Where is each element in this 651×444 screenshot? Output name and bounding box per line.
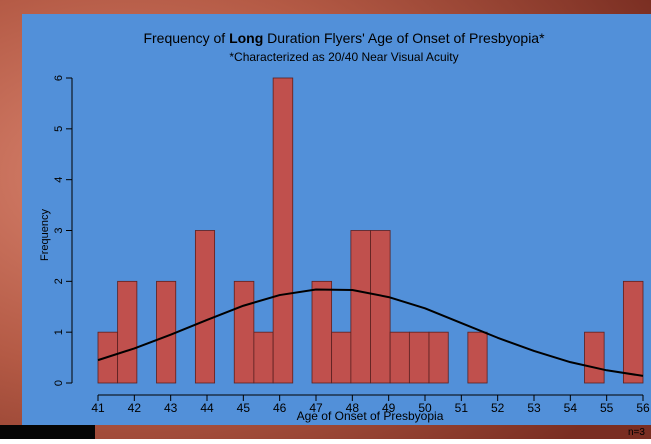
y-tick-label: 2 [53, 278, 65, 284]
bar [194, 230, 216, 384]
x-tick-label: 43 [164, 401, 178, 415]
bar [311, 280, 333, 384]
x-tick-label: 42 [128, 401, 142, 415]
bar [408, 331, 430, 384]
title-part: Duration Flyers' Age of Onset of Presbyo… [263, 30, 545, 46]
bar [233, 280, 255, 384]
x-tick-label: 49 [382, 401, 396, 415]
y-tick-label: 6 [53, 75, 65, 81]
bar [467, 331, 488, 384]
y-tick-label: 1 [53, 329, 65, 335]
y-tick-label: 0 [53, 380, 65, 386]
bar [117, 280, 138, 384]
x-tick-label: 45 [237, 401, 251, 415]
bar [272, 77, 294, 384]
title-part: Frequency of [143, 30, 229, 46]
x-tick-label: 41 [91, 401, 105, 415]
bar [389, 331, 410, 384]
y-tick-label: 3 [53, 227, 65, 233]
annotation: n=3 [628, 427, 645, 438]
y-tick-label: 5 [53, 126, 65, 132]
x-tick-label: 47 [309, 401, 323, 415]
black-strip [0, 425, 95, 439]
title-bold: Long [229, 30, 263, 46]
x-tick-label: 55 [600, 401, 614, 415]
bar [622, 280, 644, 384]
bar [331, 331, 352, 384]
x-tick-label: 44 [200, 401, 214, 415]
x-tick-label: 56 [636, 401, 650, 415]
x-tick-label: 46 [273, 401, 287, 415]
bar [370, 230, 391, 384]
fit-curve [97, 288, 644, 377]
y-tick-label: 4 [53, 177, 65, 183]
x-tick-label: 48 [346, 401, 360, 415]
bar [156, 280, 177, 384]
x-axis-label: Age of Onset of Presbyopia [297, 409, 444, 423]
x-tick-label: 51 [455, 401, 469, 415]
x-tick-label: 50 [418, 401, 432, 415]
bar [350, 230, 371, 384]
x-tick-label: 52 [491, 401, 505, 415]
chart-title: Frequency of Long Duration Flyers' Age o… [143, 30, 545, 46]
x-tick-label: 54 [564, 401, 578, 415]
bar [253, 331, 274, 384]
y-axis-label: Frequency [39, 209, 51, 261]
x-tick-label: 53 [527, 401, 541, 415]
bar [428, 331, 449, 384]
subtitle: *Characterized as 20/40 Near Visual Acui… [229, 50, 458, 64]
bar [584, 331, 605, 384]
